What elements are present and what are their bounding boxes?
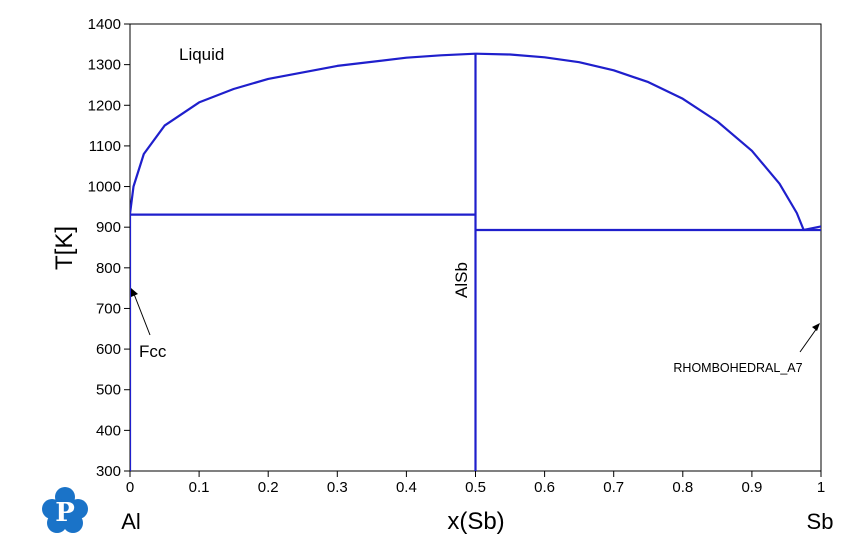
rhombohedral-a7-arrow [799,323,820,353]
y-tick-label: 900 [96,219,121,236]
rhombohedral-a7-label: RHOMBOHEDRAL_A7 [673,361,802,375]
y-tick-label: 300 [96,463,121,480]
x-tick-label: 0 [126,479,134,496]
y-tick-label: 500 [96,382,121,399]
y-tick-label: 700 [96,300,121,317]
x-tick-label: 0.5 [465,479,486,496]
phase-boundaries [130,52,821,471]
alsb-label: AlSb [452,262,471,298]
y-tick-marks [124,23,130,472]
y-tick-label: 1400 [88,16,121,33]
liquid-label: Liquid [179,45,224,64]
y-tick-label: 1200 [88,97,121,114]
y-axis-title: T[K] [51,226,78,270]
y-tick-label: 800 [96,260,121,277]
component-label-al: Al [121,509,141,534]
fcc-label: Fcc [139,342,167,361]
phase-boundary-line-1 [130,52,476,214]
x-tick-label: 0.6 [534,479,555,496]
component-label-sb: Sb [807,509,834,534]
y-tick-label: 1000 [88,179,121,196]
y-tick-label: 1100 [89,138,121,155]
x-tick-label: 0.8 [672,479,693,496]
x-tick-label: 0.1 [189,479,210,496]
x-tick-label: 0.7 [603,479,624,496]
x-tick-marks [129,471,822,477]
logo-letter: P [55,498,75,528]
x-tick-label: 0.4 [396,479,417,496]
phase-boundary-line-2 [475,52,805,231]
x-tick-label: 1 [817,479,825,496]
y-tick-labels: 300 400 500 600 700 800 900 1000 1100 1200 1300 140… [88,16,121,480]
pandat-p-logo-icon: P [42,487,88,533]
y-tick-label: 400 [96,422,121,439]
x-tick-label: 0.3 [327,479,348,496]
x-tick-labels: 0 0.1 0.2 0.3 0.4 0.5 0.6 0.7 0.8 0.9 1 [126,479,825,496]
x-axis-title: x(Sb) [447,508,504,535]
y-tick-label: 1300 [88,57,121,74]
phase-boundary-line-5 [803,225,821,232]
fcc-arrow [131,288,151,336]
x-tick-label: 0.2 [258,479,279,496]
y-tick-label: 600 [96,341,121,358]
x-tick-label: 0.9 [741,479,762,496]
